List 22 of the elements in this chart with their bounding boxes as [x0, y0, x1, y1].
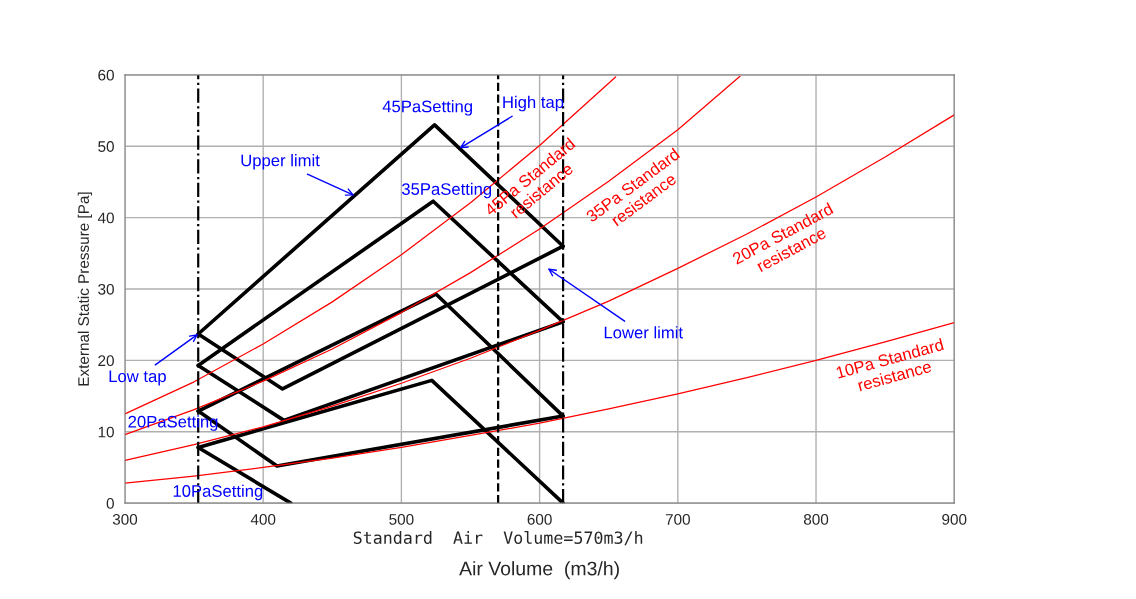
ref-line-label: Standard Air Volume=570m3/h: [353, 531, 643, 546]
y-tick-label: 50: [98, 141, 114, 152]
annotation: 45PaSetting: [382, 100, 472, 116]
x-tick-label: 600: [527, 513, 552, 525]
x-tick-label: 300: [112, 513, 138, 525]
y-tick-label: 10: [98, 426, 114, 438]
y-tick-label: 30: [98, 283, 114, 295]
x-tick-label: 800: [803, 513, 829, 525]
y-tick-label: 60: [98, 69, 114, 81]
annotation: Upper limit: [241, 154, 320, 170]
annotation: Lower limit: [604, 326, 683, 339]
y-tick-label: 20: [98, 355, 114, 367]
x-tick-label: 900: [942, 513, 967, 525]
y-axis-title: External Static Pressure [Pa]: [77, 192, 92, 386]
y-tick-label: 40: [97, 212, 114, 224]
x-tick-label: 700: [665, 513, 690, 525]
y-tick-label: 0: [106, 498, 114, 509]
annotation: High tap: [503, 95, 564, 112]
x-tick-label: 500: [389, 513, 414, 525]
x-axis-title: Air Volume (m3/h): [459, 561, 619, 580]
x-tick-label: 400: [250, 513, 276, 525]
annotation: Low tap: [109, 370, 166, 386]
